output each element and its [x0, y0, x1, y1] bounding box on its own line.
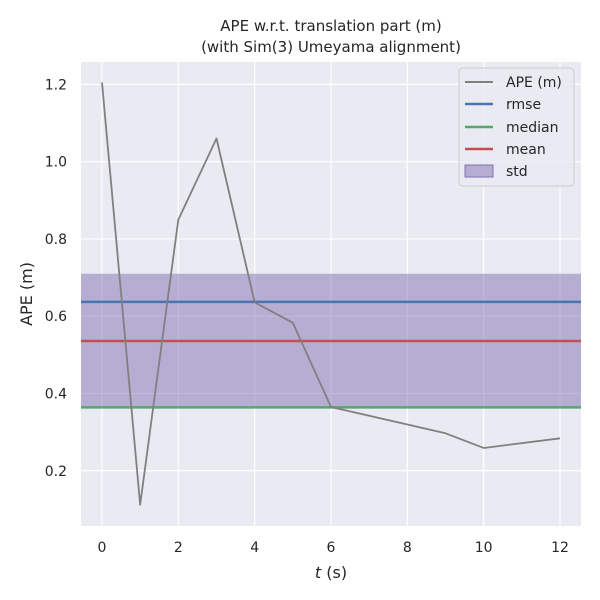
y-tick-label: 1.2 — [45, 77, 67, 93]
legend-label-ape: APE (m) — [506, 75, 562, 91]
x-tick-labels: 0 2 4 6 8 10 12 — [98, 540, 569, 556]
x-axis-label: t (s) — [315, 563, 347, 582]
legend-label-rmse: rmse — [506, 97, 541, 113]
x-axis-unit: (s) — [321, 563, 347, 582]
x-tick-label: 8 — [403, 540, 412, 556]
legend-label-mean: mean — [506, 142, 546, 158]
x-tick-label: 12 — [551, 540, 569, 556]
y-tick-label: 1.0 — [45, 155, 67, 171]
legend-box — [458, 67, 575, 187]
legend: APE (m) rmse median mean std — [458, 67, 575, 187]
y-axis-label: APE (m) — [17, 262, 36, 326]
y-tick-label: 0.2 — [45, 464, 67, 480]
x-tick-label: 4 — [250, 540, 259, 556]
legend-label-median: median — [506, 120, 558, 136]
legend-swatch-std — [464, 164, 494, 178]
x-axis-variable: t — [315, 563, 322, 582]
chart-title-line-1: APE w.r.t. translation part (m) — [220, 17, 441, 35]
x-tick-label: 6 — [327, 540, 336, 556]
x-tick-label: 2 — [174, 540, 183, 556]
x-tick-label: 0 — [98, 540, 107, 556]
ape-series-line — [101, 82, 561, 506]
y-tick-label: 0.8 — [45, 232, 67, 248]
x-tick-label: 10 — [475, 540, 493, 556]
y-tick-label: 0.4 — [45, 386, 67, 402]
y-tick-label: 0.6 — [45, 309, 67, 325]
legend-label-std: std — [506, 164, 528, 180]
chart-title-line-2: (with Sim(3) Umeyama alignment) — [201, 38, 461, 56]
series-layer — [101, 82, 561, 506]
y-tick-labels: 0.2 0.4 0.6 0.8 1.0 1.2 — [45, 77, 67, 479]
